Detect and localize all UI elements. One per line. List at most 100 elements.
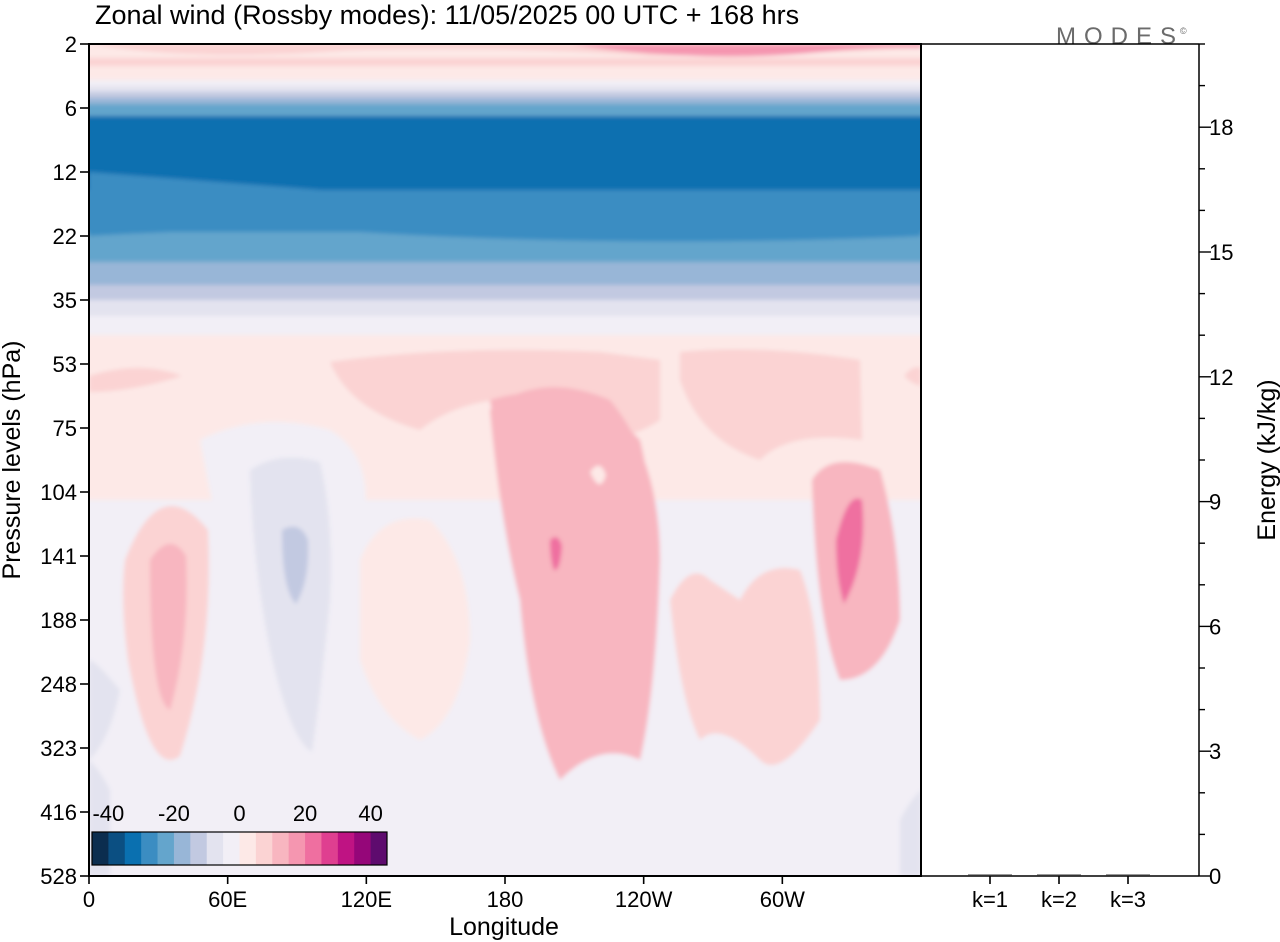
wind-band bbox=[89, 285, 921, 300]
energy-tick-label: 12 bbox=[1209, 365, 1233, 390]
energy-category-label: k=1 bbox=[972, 887, 1008, 912]
pressure-tick-label: 2 bbox=[65, 32, 77, 57]
energy-tick-label: 9 bbox=[1209, 490, 1221, 515]
colorbar-tick-label: 0 bbox=[233, 801, 245, 826]
colorbar-swatch bbox=[239, 832, 257, 865]
energy-tick-label: 3 bbox=[1209, 739, 1221, 764]
wind-contour bbox=[836, 498, 864, 604]
wind-contour bbox=[89, 368, 182, 392]
energy-tick-label: 18 bbox=[1209, 115, 1233, 140]
wind-band bbox=[89, 50, 921, 58]
colorbar-swatch bbox=[337, 832, 355, 865]
y-axis-title: Pressure levels (hPa) bbox=[0, 341, 26, 580]
energy-axis-title: Energy (kJ/kg) bbox=[1253, 379, 1280, 540]
energy-tick-label: 0 bbox=[1209, 864, 1221, 889]
longitude-tick-label: 180 bbox=[487, 887, 524, 912]
pressure-tick-label: 22 bbox=[53, 224, 77, 249]
pressure-tick-label: 6 bbox=[65, 96, 77, 121]
wind-contour bbox=[282, 526, 309, 604]
wind-band bbox=[89, 73, 921, 80]
energy-category-label: k=3 bbox=[1110, 887, 1146, 912]
wind-band bbox=[89, 58, 921, 66]
longitude-tick-label: 60W bbox=[760, 887, 805, 912]
colorbar-swatch bbox=[190, 832, 208, 865]
colorbar-swatch bbox=[108, 832, 126, 865]
wind-contour bbox=[250, 457, 331, 752]
colorbar-swatch bbox=[206, 832, 224, 865]
pressure-tick-label: 248 bbox=[40, 672, 77, 697]
wind-band bbox=[89, 98, 921, 104]
pressure-axis: 2 6 12 22 35 53 75 104 141 188 248 323 416 528 bbox=[40, 32, 89, 889]
colorbar-swatch bbox=[141, 832, 158, 865]
wind-band bbox=[89, 80, 921, 86]
longitude-tick-label: 120E bbox=[341, 887, 392, 912]
energy-bar bbox=[1037, 874, 1081, 876]
wind-band bbox=[89, 316, 921, 335]
colorbar-swatch bbox=[370, 832, 388, 865]
wind-contour bbox=[670, 568, 820, 765]
contour-shapes bbox=[89, 44, 921, 876]
colorbar-swatch bbox=[223, 832, 240, 865]
colorbar-swatch bbox=[255, 832, 273, 865]
chart-title: Zonal wind (Rossby modes): 11/05/2025 00… bbox=[95, 0, 799, 30]
colorbar-frame bbox=[91, 831, 388, 866]
energy-tick-label: 15 bbox=[1209, 240, 1233, 265]
wind-contour-field bbox=[89, 44, 921, 876]
pressure-tick-label: 323 bbox=[40, 736, 77, 761]
longitude-tick-label: 120W bbox=[615, 887, 673, 912]
pressure-tick-label: 141 bbox=[40, 544, 77, 569]
energy-bars: k=1 k=2 k=3 bbox=[968, 874, 1150, 912]
wind-contour bbox=[490, 392, 654, 700]
wind-contour bbox=[150, 543, 187, 710]
colorbar-swatch bbox=[321, 832, 339, 865]
wind-contour bbox=[900, 790, 921, 876]
wind-contour bbox=[89, 118, 921, 186]
energy-bar bbox=[1106, 874, 1150, 876]
pressure-tick-label: 528 bbox=[40, 864, 77, 889]
colorbar-legend: -40 -20 0 20 40 bbox=[91, 801, 388, 866]
wind-contour bbox=[904, 367, 921, 386]
wind-contour bbox=[560, 44, 921, 57]
wind-contour bbox=[550, 537, 562, 571]
wind-band bbox=[89, 262, 921, 285]
colorbar-swatch bbox=[354, 832, 372, 865]
colorbar-swatch bbox=[272, 832, 290, 865]
energy-bar bbox=[968, 874, 1012, 876]
colorbar-swatch bbox=[288, 832, 306, 865]
wind-band bbox=[89, 104, 921, 116]
pressure-tick-label: 53 bbox=[53, 352, 77, 377]
watermark-copyright-mark: © bbox=[1180, 26, 1187, 36]
energy-category-label: k=2 bbox=[1041, 887, 1077, 912]
colorbar-swatch bbox=[92, 832, 109, 865]
longitude-axis: 0 60E 120E 180 120W 60W bbox=[83, 876, 805, 912]
colorbar-tick-label: 40 bbox=[358, 801, 382, 826]
wind-band bbox=[89, 66, 921, 73]
wind-contour bbox=[680, 349, 862, 460]
energy-tick-label: 6 bbox=[1209, 614, 1221, 639]
pressure-tick-label: 104 bbox=[40, 480, 77, 505]
wind-contour bbox=[89, 172, 921, 242]
colorbar-swatch bbox=[124, 832, 142, 865]
modes-watermark: MODES bbox=[1056, 23, 1184, 50]
wind-band bbox=[89, 300, 921, 316]
wind-contour bbox=[360, 518, 470, 740]
pressure-tick-label: 35 bbox=[53, 288, 77, 313]
longitude-tick-label: 0 bbox=[83, 887, 95, 912]
x-axis-title: Longitude bbox=[449, 913, 559, 941]
wind-band bbox=[89, 92, 921, 98]
longitude-tick-label: 60E bbox=[208, 887, 247, 912]
wind-contour bbox=[590, 465, 606, 485]
pressure-tick-label: 188 bbox=[40, 608, 77, 633]
energy-axis: 0 3 6 9 12 15 18 bbox=[1199, 43, 1233, 889]
wind-band bbox=[89, 86, 921, 92]
colorbar-tick-label: -20 bbox=[158, 801, 190, 826]
wind-contour bbox=[89, 660, 120, 760]
colorbar-swatch bbox=[157, 832, 175, 865]
colorbar-swatch bbox=[305, 832, 322, 865]
pressure-tick-label: 416 bbox=[40, 800, 77, 825]
pressure-tick-label: 75 bbox=[53, 416, 77, 441]
colorbar-tick-label: -40 bbox=[92, 801, 124, 826]
colorbar-tick-label: 20 bbox=[293, 801, 317, 826]
colorbar-swatch bbox=[173, 832, 191, 865]
